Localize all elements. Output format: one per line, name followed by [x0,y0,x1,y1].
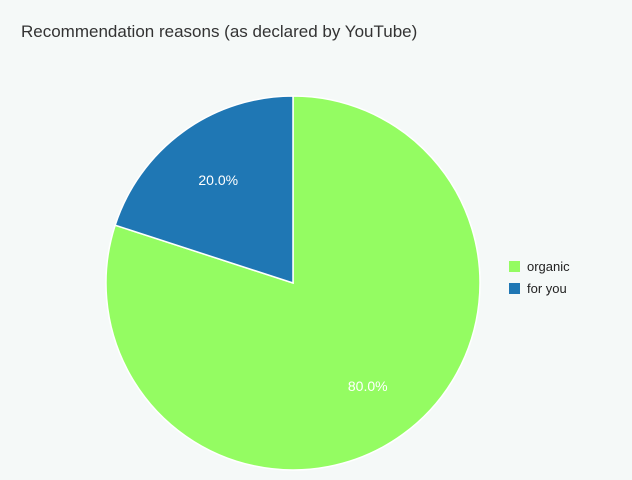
legend-label: organic [527,258,570,274]
legend: organic for you [509,256,570,300]
pie-slice-label: 80.0% [348,378,388,394]
pie-slice-label: 20.0% [198,172,238,188]
pie-slice-for-you [114,95,294,285]
legend-label: for you [527,280,567,296]
legend-item-organic[interactable]: organic [509,256,570,276]
legend-swatch [509,260,520,272]
chart-title: Recommendation reasons (as declared by Y… [21,22,418,41]
legend-swatch [509,282,520,294]
legend-item-for-you[interactable]: for you [509,278,570,298]
